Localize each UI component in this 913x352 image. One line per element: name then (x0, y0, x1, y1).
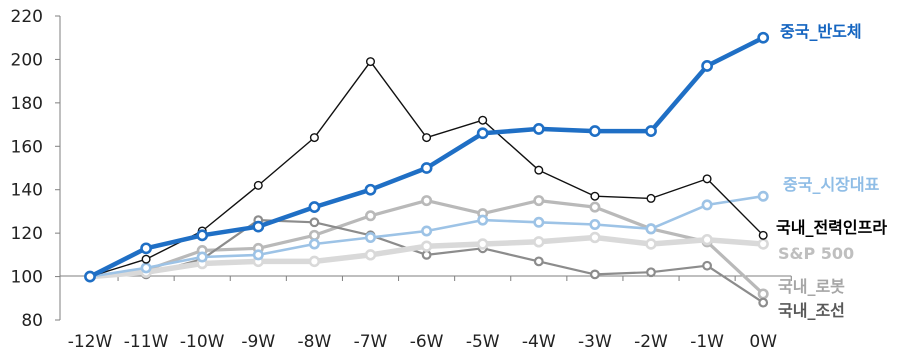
series-label: 중국_반도체 (780, 22, 862, 41)
y-tick-label: 220 (11, 7, 43, 27)
data-point (590, 269, 600, 280)
data-point (645, 125, 657, 137)
data-point (196, 251, 208, 263)
axes: 80 100 120 140 160 180 200 220 -12W -11W -10W -9W -8… (11, 7, 792, 352)
x-tick-label: -11W (124, 332, 169, 352)
y-tick-label: 120 (11, 224, 43, 244)
y-tick-label: 200 (11, 50, 43, 70)
data-point (758, 297, 769, 308)
data-point (309, 217, 320, 228)
data-point (196, 229, 209, 242)
x-tick-label: -6W (410, 332, 444, 352)
x-tick-label: -1W (690, 332, 724, 352)
data-point (421, 249, 432, 260)
x-tick-label: -9W (241, 332, 275, 352)
data-point (421, 195, 433, 207)
data-point (420, 162, 433, 174)
data-point (476, 127, 489, 140)
x-tick-label: -7W (354, 332, 388, 352)
y-tick-label: 100 (11, 268, 43, 288)
x-tick-label: -8W (298, 332, 332, 352)
series-layer (84, 31, 770, 308)
data-point (701, 199, 713, 211)
data-point (308, 255, 321, 268)
data-point (84, 270, 96, 283)
data-point (532, 123, 545, 135)
data-point (702, 174, 712, 184)
data-point (477, 238, 489, 250)
data-point (589, 218, 601, 230)
data-point (533, 195, 545, 207)
data-point (253, 180, 263, 190)
x-tick-label: -2W (634, 332, 668, 352)
data-point (364, 183, 377, 196)
data-point (477, 214, 489, 226)
data-point (757, 238, 769, 250)
data-point (645, 238, 657, 250)
series-5 (84, 31, 770, 283)
data-point (533, 236, 545, 248)
y-tick-label: 80 (21, 311, 43, 331)
series-label: 국내_조선 (778, 301, 845, 320)
data-point (757, 288, 769, 300)
data-point (308, 238, 320, 250)
series-3 (84, 190, 769, 283)
x-tick-label: -5W (466, 332, 500, 352)
data-point (421, 225, 433, 237)
data-point (646, 193, 656, 203)
data-point (141, 254, 151, 264)
data-point (252, 220, 265, 233)
series-label: S&P 500 (778, 244, 854, 263)
data-point (589, 125, 601, 137)
series-label: 국내_로봇 (778, 277, 845, 296)
series-label: 중국_시장대표 (783, 175, 880, 194)
data-point (533, 256, 544, 267)
data-point (140, 262, 152, 274)
data-point (364, 249, 377, 261)
data-point (589, 201, 601, 213)
data-point (533, 216, 545, 228)
data-point (534, 165, 544, 175)
series-label: 국내_전력인프라 (776, 218, 887, 237)
y-tick-label: 160 (11, 137, 43, 157)
data-point (140, 242, 152, 255)
y-tick-label: 180 (11, 94, 43, 114)
data-point (589, 231, 601, 244)
data-point (308, 201, 321, 213)
data-point (252, 249, 264, 261)
x-tick-label: -4W (522, 332, 556, 352)
data-point (308, 229, 320, 241)
x-tick-label: -10W (180, 332, 225, 352)
data-point (364, 231, 376, 243)
x-tick-label: 0W (749, 332, 777, 352)
data-point (757, 31, 770, 44)
data-point (364, 210, 376, 222)
data-point (757, 190, 769, 202)
data-point (590, 191, 600, 201)
data-point (701, 60, 713, 72)
data-point (645, 223, 657, 235)
data-point (702, 260, 712, 271)
data-point (646, 267, 656, 278)
y-tick-label: 140 (11, 181, 43, 201)
x-tick-label: -3W (578, 332, 612, 352)
data-point (366, 57, 376, 67)
data-point (309, 133, 319, 143)
data-point (478, 115, 488, 125)
data-point (420, 240, 433, 252)
data-point (422, 133, 432, 143)
data-point (758, 230, 768, 240)
data-point (701, 233, 713, 246)
x-tick-label: -12W (68, 332, 113, 352)
